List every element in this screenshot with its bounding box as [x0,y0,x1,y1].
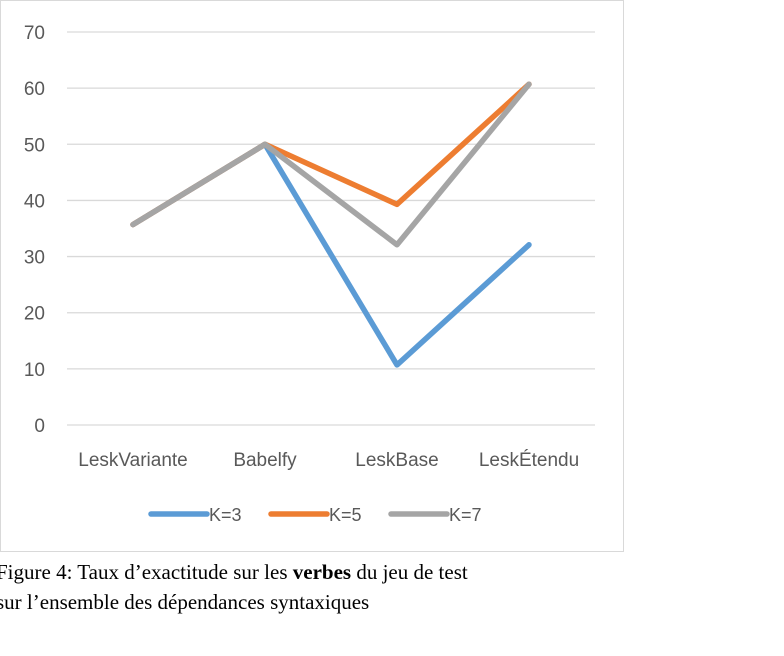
y-tick-label: 70 [24,23,45,44]
caption-bold: verbes [292,560,352,584]
gridlines [67,31,595,426]
series-line-3 [130,81,532,248]
x-tick-label: LeskVariante [78,450,188,471]
y-tick-label: 40 [24,191,45,212]
y-tick-label: 20 [24,304,45,325]
series-lines [130,81,532,368]
y-tick-label: 50 [24,135,45,156]
caption-line2: sur l’ensemble des dépendances syntaxiqu… [0,590,370,614]
y-tick-label: 60 [24,79,45,100]
x-axis-ticks: LeskVariante Babelfy LeskBase LeskÉtendu [78,450,579,471]
chart-frame: 0 10 20 30 40 50 60 70 LeskVariante Babelfy LeskB… [0,0,624,552]
x-tick-label: LeskBase [355,450,438,471]
caption-part2: du jeu de test [351,560,468,584]
legend-label: K=7 [449,505,482,525]
y-tick-label: 0 [34,416,45,437]
legend-label: K=3 [209,505,242,525]
x-tick-label: LeskÉtendu [479,450,579,471]
y-tick-label: 30 [24,248,45,269]
caption-part1: Figure 4: Taux d’exactitude sur les [0,560,293,584]
line-chart: 0 10 20 30 40 50 60 70 LeskVariante Babelfy LeskB… [24,23,595,525]
legend: K=3 K=5 K=7 [148,505,482,525]
x-tick-label: Babelfy [233,450,297,471]
y-axis-ticks: 0 10 20 30 40 50 60 70 [24,23,45,437]
legend-label: K=5 [329,505,362,525]
y-tick-label: 10 [24,360,45,381]
figure-caption: Figure 4: Taux d’exactitude sur les verb… [0,557,636,617]
series-line-1 [130,141,532,368]
